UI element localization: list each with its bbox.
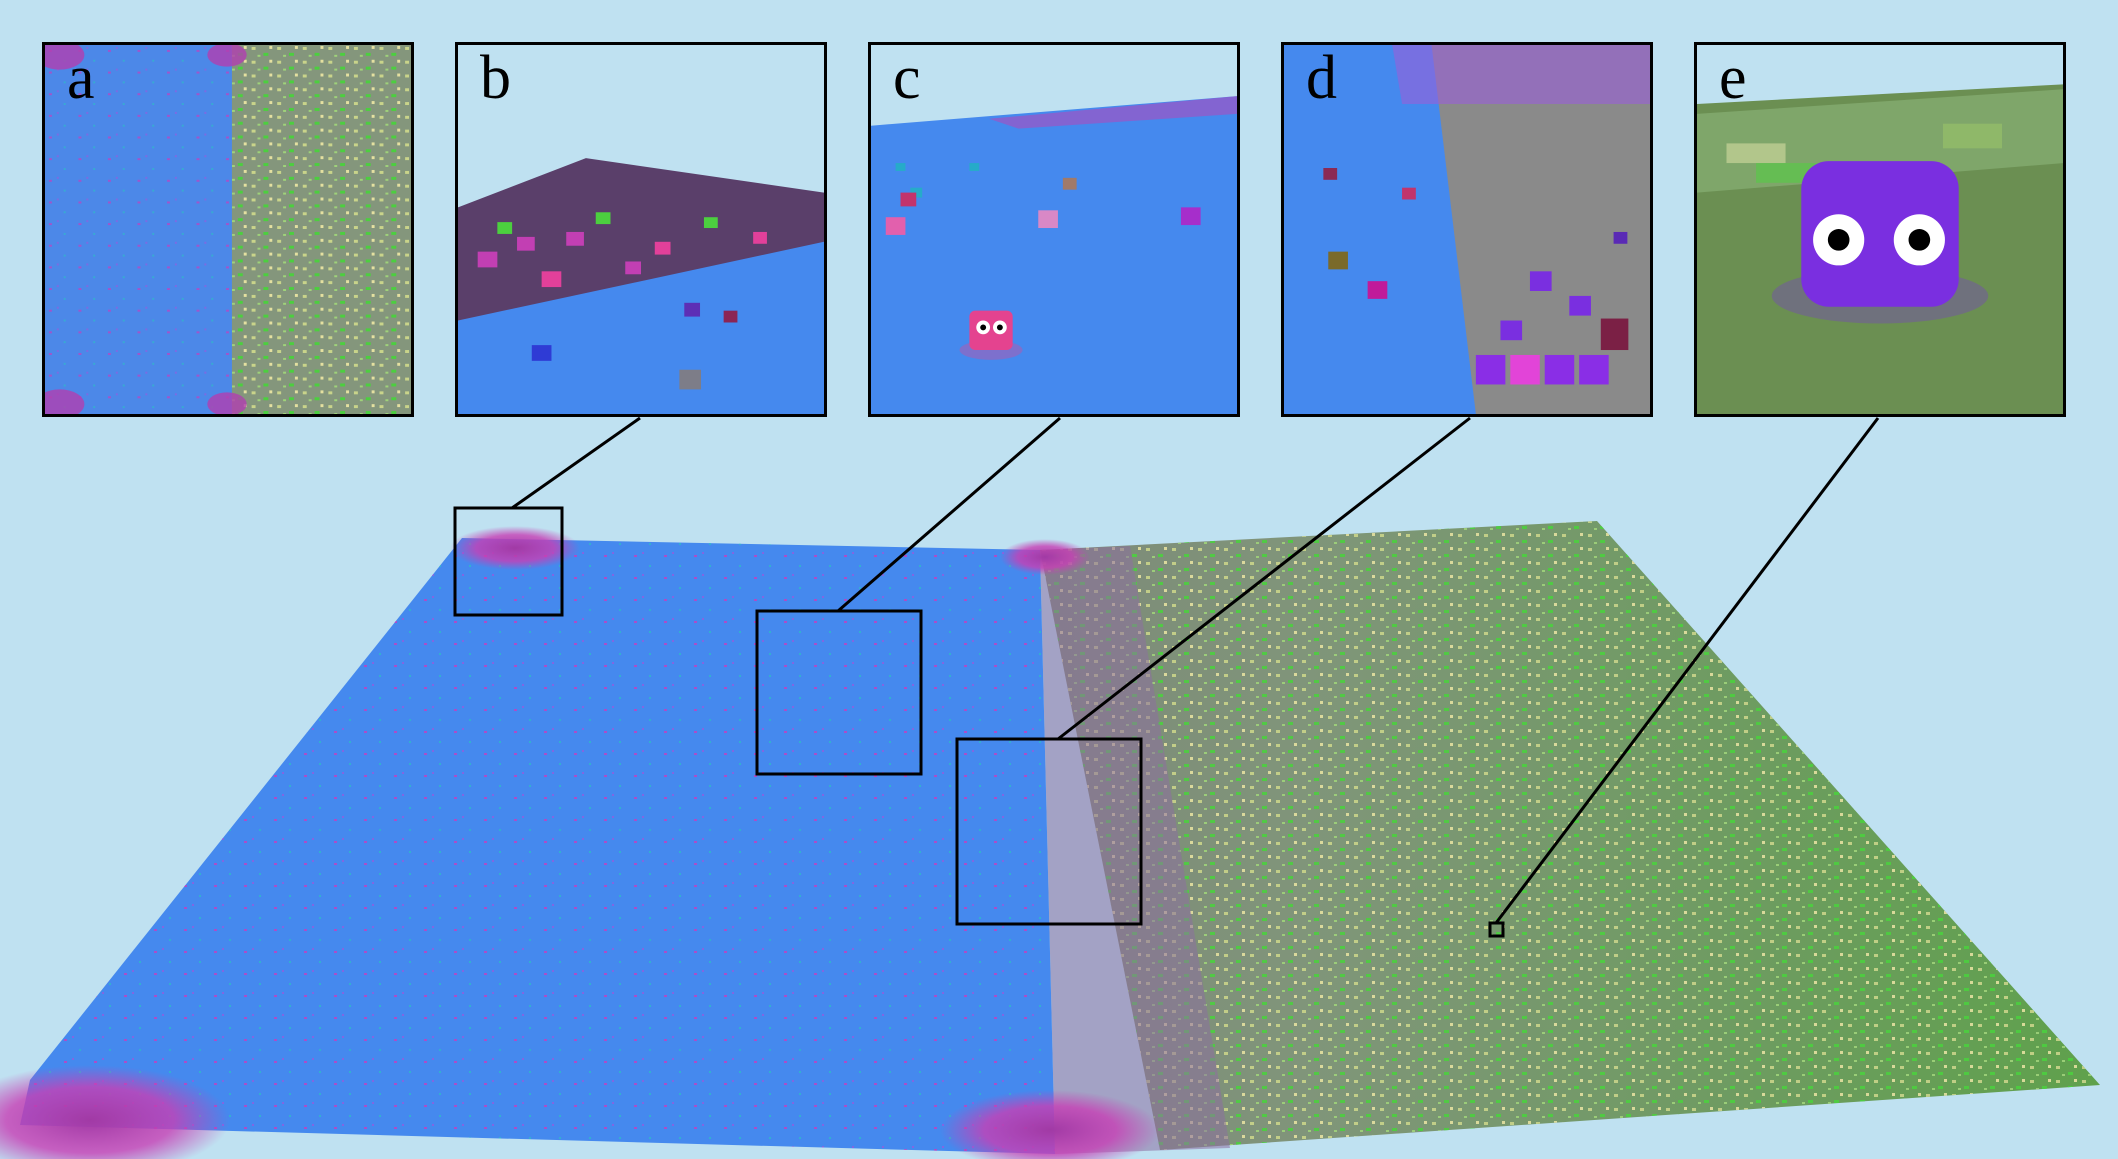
- connector-line-b: [511, 416, 641, 510]
- connector-line-c: [837, 416, 1061, 613]
- corner-agents-bottom-middle: [940, 1090, 1160, 1159]
- terrain-purple-transition: [1040, 546, 1230, 1154]
- panel-c: c: [868, 42, 1240, 417]
- panel-e: e: [1694, 42, 2066, 417]
- panel-c-water-view: [871, 45, 1237, 414]
- panel-label-c: c: [893, 44, 921, 112]
- panel-b-corner-view: [458, 45, 824, 414]
- connector-line-e: [1494, 417, 1880, 924]
- panel-b: b: [455, 42, 827, 417]
- connector-line-d: [1057, 416, 1471, 741]
- corner-agents-top-left: [450, 526, 580, 570]
- panel-a-overview: [45, 45, 411, 414]
- panel-e-closeup-view: [1697, 45, 2063, 414]
- panel-label-d: d: [1306, 44, 1337, 112]
- terrain-grass-speckle: [1040, 521, 2100, 1150]
- panel-label-e: e: [1719, 44, 1747, 112]
- panel-label-b: b: [480, 44, 511, 112]
- panel-d-boundary-view: [1284, 45, 1650, 414]
- zoom-box-d: [955, 737, 1143, 926]
- panel-a: a: [42, 42, 414, 417]
- corner-agents-bottom-left: [0, 1065, 230, 1159]
- panel-label-a: a: [67, 44, 95, 112]
- panel-d: d: [1281, 42, 1653, 417]
- corner-agents-top-middle: [1000, 539, 1090, 575]
- pink-agent: [959, 310, 1023, 360]
- terrain-water-dots: [20, 538, 1055, 1154]
- zoom-box-b: [453, 506, 564, 617]
- purple-agent: [1771, 161, 1989, 324]
